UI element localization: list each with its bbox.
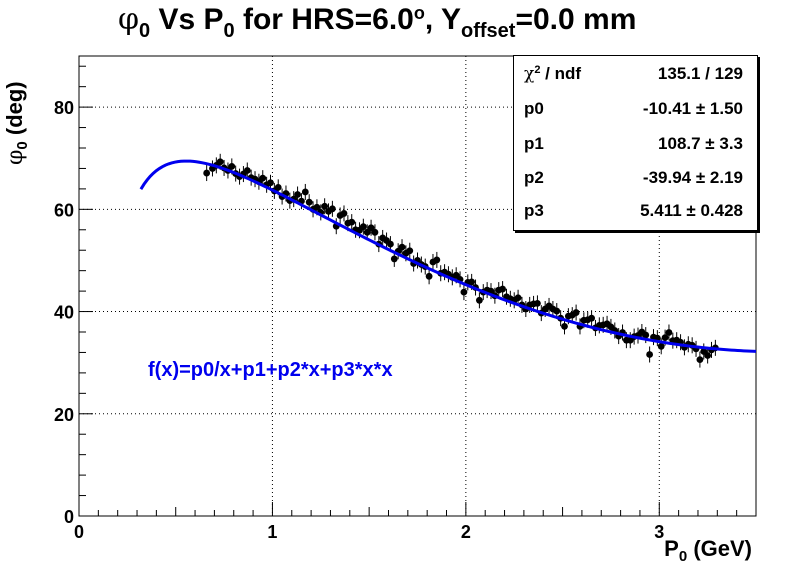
data-point — [499, 285, 507, 293]
data-point — [321, 202, 329, 210]
stats-key: χ2 / ndf — [524, 64, 582, 84]
stats-row-chi2: χ2 / ndf 135.1 / 129 — [524, 64, 743, 94]
fit-curve — [139, 159, 757, 353]
data-point — [657, 342, 665, 350]
data-point — [661, 334, 669, 342]
data-point — [696, 356, 704, 363]
y-tick-label: 20 — [54, 405, 74, 425]
data-point — [301, 188, 309, 196]
stats-row-p3: p3 5.411 ± 0.428 — [524, 201, 743, 231]
data-point — [572, 309, 580, 316]
stats-row-p2: p2 -39.94 ± 2.19 — [524, 168, 743, 198]
data-point — [468, 278, 476, 286]
stats-value: -39.94 ± 2.19 — [642, 168, 743, 187]
stats-value: 135.1 / 129 — [657, 64, 743, 83]
data-point — [371, 228, 379, 236]
data-point — [534, 299, 541, 307]
data-point — [553, 307, 561, 315]
x-tick-label: 0 — [74, 522, 84, 542]
y-tick-label: 80 — [54, 98, 74, 118]
data-point — [243, 167, 251, 174]
data-point — [313, 203, 321, 211]
stats-key: p1 — [524, 134, 544, 153]
stats-key: p3 — [524, 201, 544, 220]
data-point — [348, 218, 356, 226]
y-tick-label: 60 — [54, 200, 74, 220]
stats-row-p1: p1 108.7 ± 3.3 — [524, 134, 743, 164]
data-point — [267, 179, 274, 187]
data-point — [561, 322, 568, 330]
data-point — [588, 314, 595, 322]
data-point — [340, 210, 348, 217]
data-point — [646, 351, 654, 358]
data-point — [363, 228, 371, 236]
data-point — [642, 331, 650, 339]
x-tick-label: 1 — [267, 522, 277, 542]
stats-row-p0: p0 -10.41 ± 1.50 — [524, 99, 743, 129]
data-point — [367, 224, 375, 232]
data-point — [359, 223, 367, 231]
data-point — [425, 272, 433, 280]
data-point — [387, 240, 394, 248]
data-point — [305, 198, 313, 206]
fit-function-label: f(x)=p0/x+p1+p2*x+p3*x*x — [148, 359, 393, 381]
stats-value: 5.411 ± 0.428 — [640, 201, 743, 220]
stats-value: 108.7 ± 3.3 — [658, 134, 743, 153]
chart-title: φ0 Vs P0 for HRS=6.0o, Yoffset=0.0 mm — [118, 2, 637, 42]
data-point — [398, 243, 406, 251]
y-tick-label: 40 — [54, 303, 74, 323]
data-point — [460, 288, 468, 296]
x-axis-label: P0 (GeV) — [664, 536, 752, 565]
x-tick-label: 3 — [654, 522, 664, 542]
data-point — [514, 294, 522, 302]
fit-stats-box: χ2 / ndf 135.1 / 129 p0 -10.41 ± 1.50 p1… — [513, 55, 758, 231]
data-point — [704, 352, 712, 359]
stats-key: p2 — [524, 168, 544, 187]
data-point — [475, 296, 483, 304]
data-point — [328, 205, 336, 213]
y-tick-label: 0 — [64, 507, 74, 527]
plot-frame — [78, 55, 757, 517]
data-point — [665, 329, 673, 336]
x-tick-label: 2 — [461, 522, 471, 542]
data-point — [274, 183, 282, 191]
data-point — [406, 247, 414, 255]
stats-key: p0 — [524, 99, 544, 118]
data-point — [203, 169, 211, 177]
data-point — [294, 191, 301, 198]
stats-value: -10.41 ± 1.50 — [642, 99, 743, 118]
data-point — [216, 158, 224, 166]
data-point — [259, 174, 267, 182]
data-point — [390, 255, 398, 263]
data-point — [433, 256, 441, 264]
data-point — [228, 163, 236, 170]
